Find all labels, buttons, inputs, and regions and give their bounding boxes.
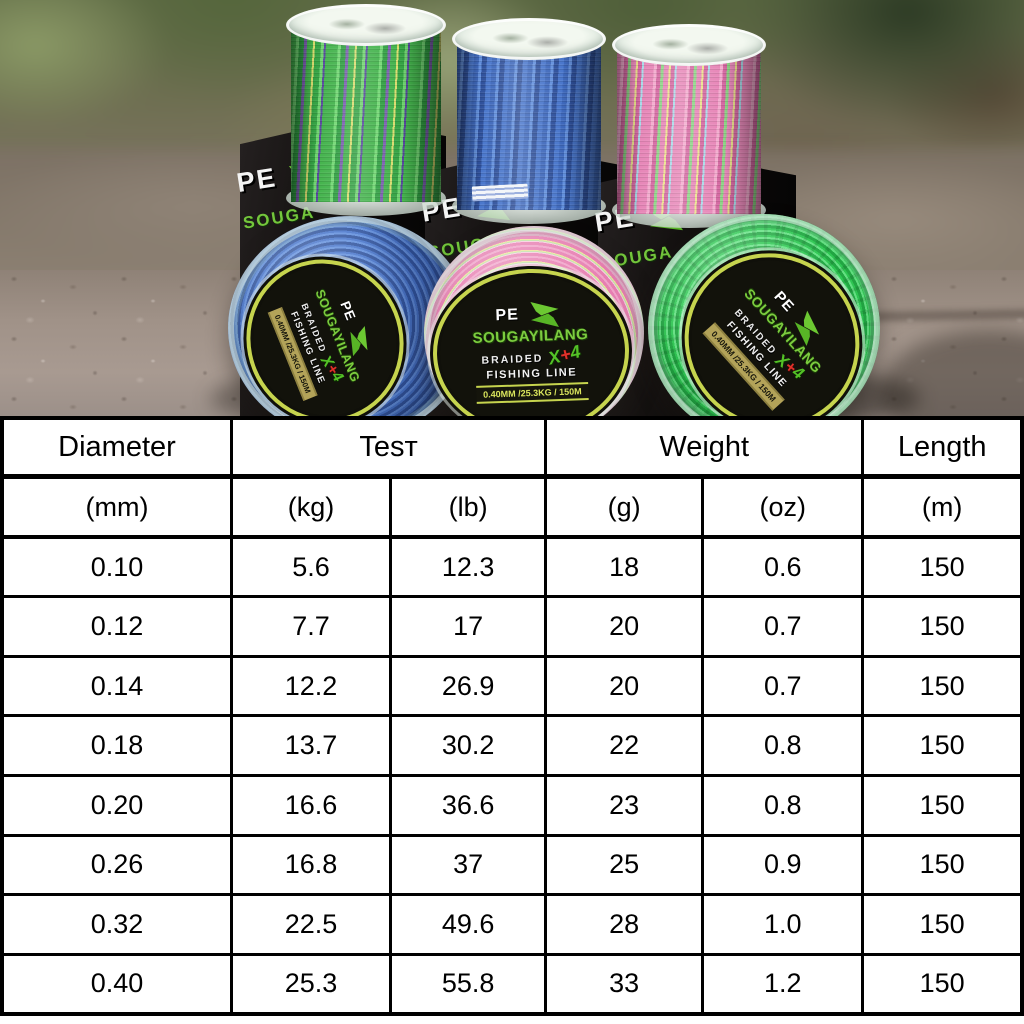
front-spool-pink-multicolor: PE SOUGAYILANG BRAIDED X+4 FISHING LINE …: [424, 226, 644, 416]
table-row: 0.18 13.7 30.2 22 0.8 150: [0, 714, 1024, 777]
table-cell: 7.7: [229, 595, 393, 658]
spool-flange: [612, 24, 766, 66]
spool-label: PE SOUGAYILANG BRAIDED X+4 FISHING LINE …: [437, 272, 625, 416]
table-cell: 22: [544, 714, 705, 777]
header-length: Length: [861, 416, 1024, 479]
spool-line-body: [291, 24, 441, 202]
table-cell: 0.20: [0, 774, 233, 837]
table-cell: 0.6: [701, 535, 865, 599]
table-cell: 0.7: [701, 595, 865, 658]
table-header-row: Diameter Tesт Weight Length: [0, 416, 1024, 479]
fishing-line-text: FISHING LINE: [486, 366, 578, 382]
header-test: Tesт: [229, 416, 548, 479]
spec-table-section: Diameter Tesт Weight Length (mm) (kg) (l…: [0, 416, 1024, 1024]
x4-text: X+4: [546, 341, 583, 369]
table-row: 0.32 22.5 49.6 28 1.0 150: [0, 893, 1024, 956]
table-cell: 0.32: [0, 893, 233, 956]
table-units-row: (mm) (kg) (lb) (g) (oz) (m): [0, 475, 1024, 539]
table-cell: 150: [861, 595, 1024, 658]
spec-table: Diameter Tesт Weight Length (mm) (kg) (l…: [0, 416, 1024, 1016]
unit-lb: (lb): [389, 475, 548, 539]
box-pe-text: PE: [234, 162, 279, 199]
unit-m: (m): [861, 475, 1024, 539]
table-cell: 18: [544, 535, 705, 599]
table-cell: 0.8: [701, 714, 865, 777]
table-cell: 150: [861, 714, 1024, 777]
header-weight: Weight: [544, 416, 865, 479]
table-cell: 0.7: [701, 654, 865, 718]
table-cell: 22.5: [229, 893, 393, 956]
table-cell: 150: [861, 893, 1024, 956]
table-cell: 37: [389, 833, 548, 897]
table-cell: 20: [544, 595, 705, 658]
table-cell: 23: [544, 774, 705, 837]
table-cell: 12.3: [389, 535, 548, 599]
table-cell: 17: [389, 595, 548, 658]
spool-flange: [452, 18, 606, 60]
table-cell: 0.40: [0, 952, 233, 1016]
table-cell: 25.3: [229, 952, 393, 1016]
table-cell: 150: [861, 654, 1024, 718]
table-cell: 0.12: [0, 595, 233, 658]
pe-text: PE: [336, 299, 358, 324]
table-cell: 0.9: [701, 833, 865, 897]
braided-text: BRAIDED: [481, 352, 544, 367]
table-cell: 150: [861, 774, 1024, 837]
table-cell: 150: [861, 952, 1024, 1016]
pe-text: PE: [495, 306, 520, 325]
table-row: 0.12 7.7 17 20 0.7 150: [0, 595, 1024, 658]
table-cell: 12.2: [229, 654, 393, 718]
sougayilang-logo-icon: [530, 301, 560, 328]
table-cell: 150: [861, 833, 1024, 897]
table-row: 0.26 16.8 37 25 0.9 150: [0, 833, 1024, 897]
sougayilang-logo-icon: [794, 310, 820, 347]
table-cell: 16.8: [229, 833, 393, 897]
table-row: 0.20 16.6 36.6 23 0.8 150: [0, 774, 1024, 837]
table-row: 0.14 12.2 26.9 20 0.7 150: [0, 654, 1024, 718]
table-row: 0.40 25.3 55.8 33 1.2 150: [0, 952, 1024, 1016]
size-sticker: [471, 183, 529, 202]
product-photo: PE SOUGA PE S: [0, 0, 1024, 416]
table-cell: 1.2: [701, 952, 865, 1016]
table-cell: 0.26: [0, 833, 233, 897]
table-cell: 26.9: [389, 654, 548, 718]
table-cell: 20: [544, 654, 705, 718]
spool-label: PE SOUGAYILANG BRAIDED X+4 FISHING LINE …: [231, 244, 419, 416]
spec-table-body: 0.10 5.6 12.3 18 0.6 150 0.12 7.7 17 20 0.7 150 0.14…: [0, 535, 1024, 1016]
unit-kg: (kg): [229, 475, 393, 539]
back-spool-pink-multicolor: [612, 24, 766, 228]
spool-line-body: [617, 44, 761, 214]
unit-mm: (mm): [0, 475, 233, 539]
table-cell: 55.8: [389, 952, 548, 1016]
table-cell: 1.0: [701, 893, 865, 956]
table-cell: 36.6: [389, 774, 548, 837]
table-cell: 13.7: [229, 714, 393, 777]
table-row: 0.10 5.6 12.3 18 0.6 150: [0, 535, 1024, 599]
header-diameter: Diameter: [0, 416, 233, 479]
table-cell: 49.6: [389, 893, 548, 956]
spool-label: PE SOUGAYILANG BRAIDED X+4 FISHING LINE …: [658, 227, 886, 416]
front-spool-green: PE SOUGAYILANG BRAIDED X+4 FISHING LINE …: [648, 214, 886, 416]
spec-band: 0.40MM /25.3KG / 150M: [475, 382, 589, 404]
spool-flange: [286, 4, 446, 46]
table-cell: 16.6: [229, 774, 393, 837]
table-cell: 150: [861, 535, 1024, 599]
sougayilang-logo-icon: [350, 326, 368, 357]
back-spool-blue: [452, 18, 606, 224]
unit-oz: (oz): [701, 475, 865, 539]
table-cell: 5.6: [229, 535, 393, 599]
table-cell: 28: [544, 893, 705, 956]
spool-line-body: [457, 38, 601, 210]
table-cell: 0.18: [0, 714, 233, 777]
table-cell: 0.10: [0, 535, 233, 599]
unit-g: (g): [544, 475, 705, 539]
table-cell: 0.8: [701, 774, 865, 837]
table-cell: 33: [544, 952, 705, 1016]
table-cell: 0.14: [0, 654, 233, 718]
table-cell: 25: [544, 833, 705, 897]
table-cell: 30.2: [389, 714, 548, 777]
back-spool-green-multicolor: [286, 4, 446, 216]
